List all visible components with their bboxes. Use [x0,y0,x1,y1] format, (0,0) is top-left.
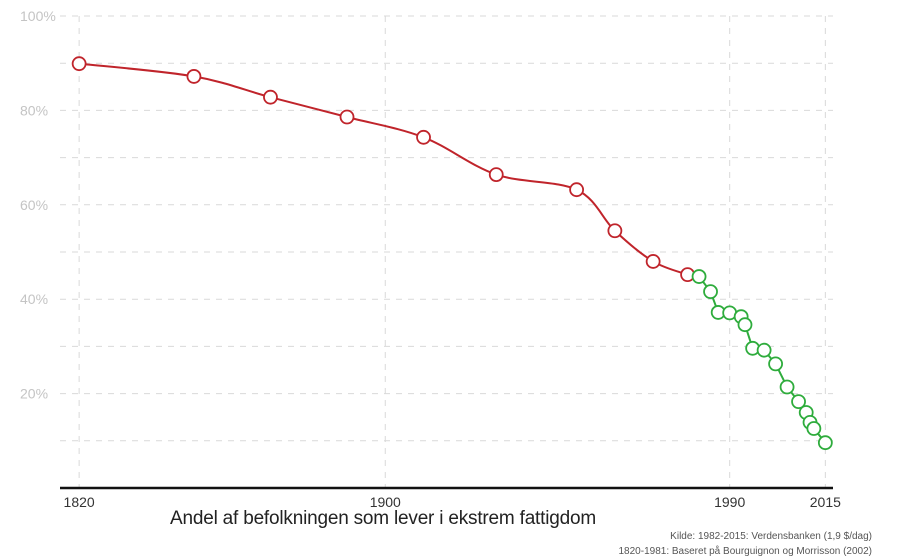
data-point [569,182,585,198]
source-note-1: Kilde: 1982-2015: Verdensbanken (1,9 $/d… [670,531,872,542]
data-point [71,56,87,72]
data-point [768,356,783,372]
series-0 [71,56,695,283]
source-note-2: 1820-1981: Baseret på Bourguignon og Mor… [618,546,873,557]
data-point [737,317,753,333]
y-tick-label: 20% [20,386,48,402]
data-point [691,269,707,284]
data-point [779,379,795,395]
data-point [756,342,772,358]
data-point [416,129,431,145]
x-axis-ticks: 1820 1900 1990 2015 [64,494,842,510]
data-point [186,69,202,84]
x-tick-label: 1990 [714,494,745,510]
chart-title: Andel af befolkningen som lever i ekstre… [170,508,596,529]
series-1 [691,269,833,451]
data-point [339,109,355,125]
y-tick-label: 80% [20,102,48,118]
data-point [488,167,504,182]
x-tick-label: 2015 [810,494,841,510]
data-point [645,254,661,269]
x-tick-label: 1900 [370,494,401,510]
series-group [71,56,833,451]
data-point [791,394,806,410]
data-point [263,89,278,105]
data-point [607,223,623,239]
x-tick-label: 1820 [64,494,95,510]
y-axis-ticks: 20% 40% 60% 80% 100% [20,8,56,402]
data-point [703,284,718,300]
y-tick-label: 60% [20,197,48,213]
y-tick-label: 40% [20,291,48,307]
data-point [806,421,822,436]
y-tick-label: 100% [20,8,56,24]
grid-lines [60,15,833,488]
series-line [79,62,688,276]
data-point [817,435,833,451]
